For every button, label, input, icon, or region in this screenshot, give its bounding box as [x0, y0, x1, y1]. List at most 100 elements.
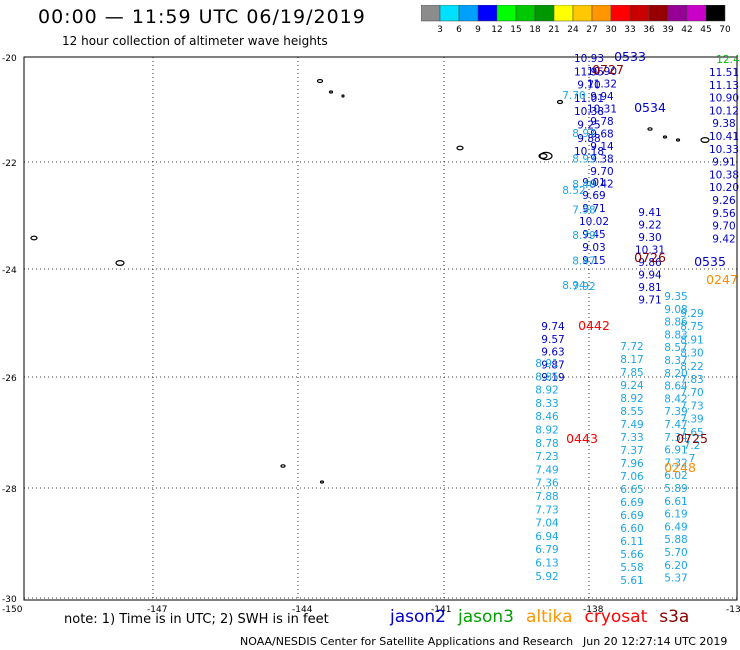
wave-height-value: 8.47	[572, 256, 595, 268]
wave-height-value: 10.31	[587, 104, 617, 116]
wave-height-value: 11.32	[587, 79, 617, 91]
wave-height-value: 6.60	[620, 523, 643, 535]
wave-height-value: 7.72	[620, 341, 643, 353]
island-outline	[556, 99, 564, 105]
wave-height-value: 9.08	[664, 304, 687, 316]
wave-height-value: 7.32	[664, 457, 687, 469]
wave-height-value: 7.70	[680, 387, 703, 399]
lon-tick-label: -138	[583, 605, 604, 615]
wave-height-value: 9.42	[712, 233, 735, 245]
satellite-legend-item: s3a	[659, 607, 690, 627]
wave-height-value: 5.61	[620, 575, 643, 587]
wave-height-value: 9.25	[577, 120, 600, 132]
island-outline	[675, 138, 681, 142]
scale-label: 30	[605, 25, 617, 35]
island-outline	[647, 127, 653, 131]
wave-height-value: 10.38	[574, 106, 604, 118]
wave-height-value: 8.37	[664, 355, 687, 367]
wave-height-value: 8.46	[535, 411, 559, 423]
pass-time-label: 0443	[566, 431, 598, 446]
wave-height-value: 9.68	[590, 129, 613, 141]
wave-height-value: 10.90	[587, 66, 617, 78]
island-outline	[456, 145, 464, 151]
wave-height-value: 9.74	[541, 321, 565, 333]
scale-label: 45	[700, 25, 711, 35]
wave-height-value: 7.04	[535, 518, 559, 530]
lat-tick-label: -26	[2, 374, 17, 384]
wave-height-value: 10.12	[709, 105, 739, 117]
wave-height-value: 9.78	[590, 116, 613, 128]
pass-time-label: 0726	[634, 250, 666, 265]
wave-height-value: 5.70	[664, 547, 687, 559]
wave-height-value: 9.81	[638, 282, 661, 294]
pass-time-label: 0442	[578, 318, 610, 333]
wave-height-value: 8.92	[535, 385, 558, 397]
wave-height-value: 9.94	[590, 91, 614, 103]
wave-height-value: 9.69	[582, 190, 605, 202]
island-outline	[316, 78, 324, 84]
scale-label: 70	[719, 25, 731, 35]
wave-height-value: 5.89	[664, 483, 687, 495]
wave-height-value: 7	[689, 453, 696, 465]
scale-label: 9	[475, 25, 481, 35]
wave-height-value: 9.71	[638, 295, 661, 307]
wave-height-value: 7.73	[535, 504, 558, 516]
wave-height-value: 7.96	[620, 458, 644, 470]
wave-height-value: 10.20	[709, 182, 739, 194]
wave-height-value: 8.75	[680, 321, 703, 333]
wave-height-value: 7.06	[620, 471, 644, 483]
wave-height-value: 5.92	[535, 571, 558, 583]
wave-height-value: 8.33	[535, 398, 558, 410]
wave-height-value: 9.22	[638, 220, 661, 232]
island-outline	[319, 480, 325, 484]
lon-tick-label: -147	[147, 605, 167, 615]
wave-height-value: 8.42	[664, 393, 687, 405]
wave-height-value: 8.86	[664, 317, 688, 329]
wave-height-value: 11.95	[574, 66, 604, 78]
wave-height-value: 10.38	[709, 169, 739, 181]
map-title: 00:00 — 11:59 UTC 06/19/2019	[38, 6, 366, 28]
wave-height-value: 5.37	[664, 573, 687, 585]
wave-height-value: 9.42	[590, 179, 613, 191]
scale-label: 6	[456, 25, 462, 35]
wave-height-value: 10.93	[574, 53, 604, 65]
wave-height-value: 8.92	[535, 425, 558, 437]
wave-height-value: 6.94	[535, 531, 559, 543]
wave-height-value: 7.83	[680, 374, 703, 386]
wave-height-value: 9.14	[590, 141, 614, 153]
wave-height-value: 8.57	[664, 342, 687, 354]
scale-label: 33	[624, 25, 635, 35]
wave-height-value: 5.66	[620, 549, 644, 561]
wave-height-value: 8.93	[572, 154, 595, 166]
wave-height-value: 7.85	[620, 367, 643, 379]
wave-height-value: 10.02	[579, 216, 609, 228]
footer-timestamp: Jun 20 12:27:14 UTC 2019	[583, 635, 728, 648]
scale-label: 24	[567, 25, 579, 35]
wave-height-value: 9.01	[582, 177, 605, 189]
scale-label: 21	[548, 25, 559, 35]
wave-height-value: 7.49	[620, 419, 643, 431]
wave-height-value: 8.30	[680, 348, 703, 360]
lat-tick-label: -28	[2, 485, 17, 495]
satellite-legend-item: jason2	[390, 607, 446, 627]
wave-height-value: 9.87	[541, 359, 564, 371]
island-outline	[538, 153, 548, 160]
wave-height-value: 7.49	[535, 464, 558, 476]
wave-height-value: 6.61	[664, 496, 687, 508]
wave-height-value: 9.24	[620, 380, 644, 392]
wave-height-value: 9.70	[590, 166, 613, 178]
map-subtitle: 12 hour collection of altimeter wave hei…	[62, 34, 328, 48]
wave-height-value: 8.40	[572, 179, 595, 191]
wave-height-value: 9.63	[541, 347, 564, 359]
wave-height-value: 6.65	[620, 484, 643, 496]
wave-height-value: 8.78	[535, 438, 558, 450]
wave-height-value: 9.45	[582, 229, 605, 241]
wave-height-value: 6.11	[620, 536, 643, 548]
island-outline	[115, 260, 125, 267]
wave-height-value: 8.91	[535, 358, 558, 370]
wave-height-value: 6.49	[664, 521, 687, 533]
wave-height-value: 9.35	[664, 291, 687, 303]
wave-height-value: 8.85	[535, 371, 558, 383]
wave-height-value: 7.34	[664, 432, 688, 444]
